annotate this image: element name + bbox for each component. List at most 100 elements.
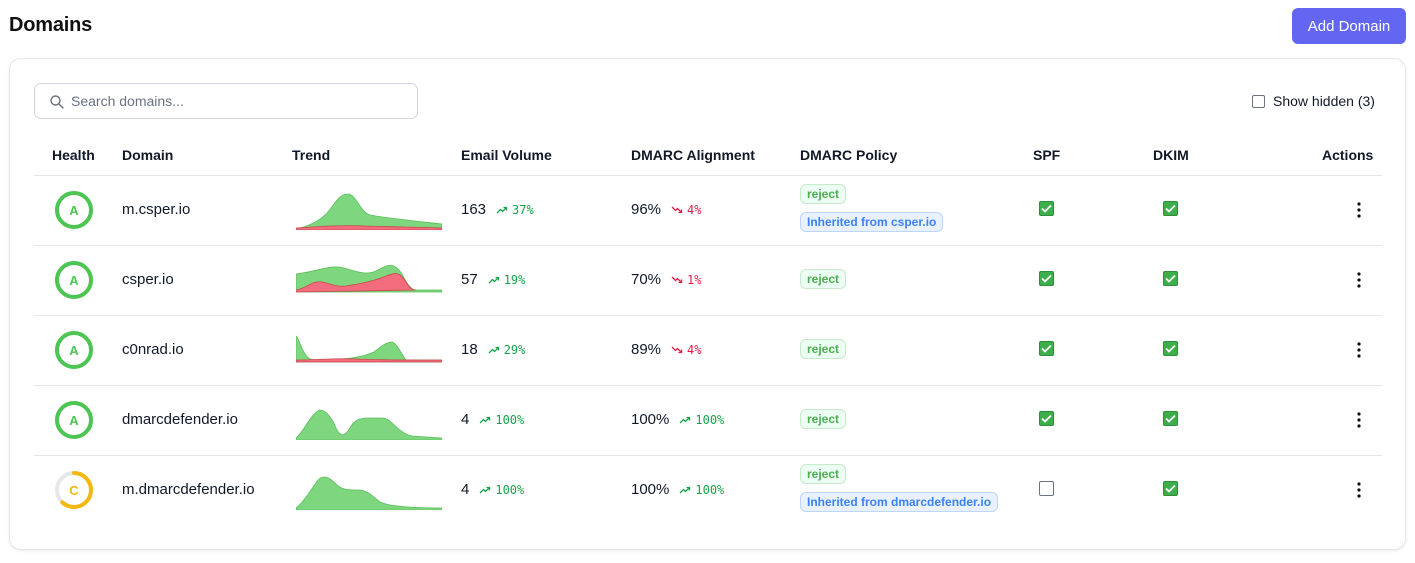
policy-badge: reject bbox=[800, 339, 847, 359]
check-icon[interactable] bbox=[1163, 481, 1178, 496]
table-row[interactable]: A csper.io 57 19% 70% 1% reject bbox=[34, 246, 1382, 316]
kebab-menu-icon[interactable] bbox=[1352, 200, 1366, 220]
check-icon[interactable] bbox=[1039, 271, 1054, 286]
domain-name[interactable]: dmarcdefender.io bbox=[122, 411, 238, 428]
trend-up-icon bbox=[488, 275, 504, 285]
volume-delta: 100% bbox=[479, 413, 524, 427]
alignment-delta-value: 100% bbox=[695, 412, 725, 427]
show-hidden-toggle[interactable]: Show hidden (3) bbox=[1252, 93, 1375, 109]
health-grade: A bbox=[69, 342, 79, 358]
health-grade: C bbox=[69, 482, 79, 498]
dmarc-policy: reject Inherited from csper.io bbox=[800, 184, 944, 232]
domain-name[interactable]: m.csper.io bbox=[122, 201, 191, 218]
alignment-delta: 4% bbox=[671, 203, 701, 217]
dkim-checkbox[interactable] bbox=[1163, 271, 1178, 286]
spf-checkbox[interactable] bbox=[1039, 201, 1054, 216]
alignment-delta: 100% bbox=[679, 483, 724, 497]
email-volume: 163 37% bbox=[461, 201, 534, 218]
show-hidden-checkbox[interactable] bbox=[1252, 94, 1265, 108]
col-health[interactable]: Health bbox=[52, 147, 95, 163]
col-trend[interactable]: Trend bbox=[292, 147, 331, 163]
check-icon[interactable] bbox=[1163, 271, 1178, 286]
volume-delta-value: 37% bbox=[512, 202, 534, 217]
policy-badge: reject bbox=[800, 409, 847, 429]
alignment-delta-value: 100% bbox=[695, 482, 725, 497]
policy-badge: reject bbox=[800, 184, 847, 204]
more-actions-button[interactable] bbox=[1352, 480, 1366, 500]
check-icon[interactable] bbox=[1163, 201, 1178, 216]
col-dkim[interactable]: DKIM bbox=[1153, 147, 1189, 163]
check-icon[interactable] bbox=[1163, 341, 1178, 356]
domains-table: Health Domain Trend Email Volume DMARC A… bbox=[34, 137, 1382, 526]
dmarc-policy: reject bbox=[800, 339, 847, 359]
more-actions-button[interactable] bbox=[1352, 270, 1366, 290]
col-domain[interactable]: Domain bbox=[122, 147, 174, 163]
search-input[interactable] bbox=[71, 84, 411, 118]
health-grade: A bbox=[69, 412, 79, 428]
volume-delta-value: 100% bbox=[495, 482, 525, 497]
trend-up-icon bbox=[679, 415, 695, 425]
dmarc-alignment: 100% 100% bbox=[631, 481, 724, 498]
more-actions-button[interactable] bbox=[1352, 200, 1366, 220]
dkim-checkbox[interactable] bbox=[1163, 411, 1178, 426]
show-hidden-label: Show hidden (3) bbox=[1273, 93, 1375, 109]
check-icon[interactable] bbox=[1039, 411, 1054, 426]
table-body: A m.csper.io 163 37% 96% 4% reject Inher… bbox=[34, 176, 1382, 526]
volume-delta-value: 29% bbox=[503, 342, 526, 357]
domain-name[interactable]: c0nrad.io bbox=[122, 341, 184, 358]
dmarc-alignment: 100% 100% bbox=[631, 411, 724, 428]
empty-checkbox[interactable] bbox=[1039, 481, 1054, 496]
col-dmarc-policy[interactable]: DMARC Policy bbox=[800, 147, 898, 163]
volume-delta-value: 100% bbox=[495, 412, 525, 427]
col-actions: Actions bbox=[1322, 147, 1374, 163]
volume-value: 18 bbox=[461, 341, 478, 358]
alignment-delta-value: 4% bbox=[687, 342, 702, 357]
kebab-menu-icon[interactable] bbox=[1352, 270, 1366, 290]
search-box bbox=[34, 83, 418, 119]
check-icon[interactable] bbox=[1039, 341, 1054, 356]
check-icon[interactable] bbox=[1039, 201, 1054, 216]
table-row[interactable]: A c0nrad.io 18 29% 89% 4% reject bbox=[34, 316, 1382, 386]
table-row[interactable]: A m.csper.io 163 37% 96% 4% reject Inher… bbox=[34, 176, 1382, 246]
dmarc-policy: reject Inherited from dmarcdefender.io bbox=[800, 464, 999, 512]
trend-sparkline bbox=[296, 335, 442, 363]
alignment-value: 100% bbox=[631, 481, 670, 498]
spf-checkbox[interactable] bbox=[1039, 341, 1054, 356]
check-icon[interactable] bbox=[1163, 411, 1178, 426]
trend-sparkline bbox=[296, 193, 442, 230]
inherited-badge: Inherited from dmarcdefender.io bbox=[800, 492, 999, 512]
domain-name[interactable]: m.dmarcdefender.io bbox=[122, 481, 255, 498]
add-domain-button[interactable]: Add Domain bbox=[1292, 8, 1406, 44]
more-actions-button[interactable] bbox=[1352, 340, 1366, 360]
dkim-checkbox[interactable] bbox=[1163, 201, 1178, 216]
kebab-menu-icon[interactable] bbox=[1352, 410, 1366, 430]
spf-checkbox[interactable] bbox=[1039, 271, 1054, 286]
kebab-menu-icon[interactable] bbox=[1352, 480, 1366, 500]
email-volume: 4 100% bbox=[461, 411, 524, 428]
page-title: Domains bbox=[9, 14, 93, 36]
domain-name[interactable]: csper.io bbox=[122, 271, 174, 288]
spf-checkbox[interactable] bbox=[1039, 411, 1054, 426]
table-row[interactable]: A dmarcdefender.io 4 100% 100% 100% reje… bbox=[34, 386, 1382, 456]
health-indicator: A bbox=[54, 400, 94, 440]
spf-checkbox[interactable] bbox=[1039, 481, 1054, 496]
dmarc-policy: reject bbox=[800, 409, 847, 429]
col-spf[interactable]: SPF bbox=[1033, 147, 1061, 163]
health-grade: A bbox=[69, 202, 79, 218]
alignment-value: 100% bbox=[631, 411, 670, 428]
health-indicator: A bbox=[54, 330, 94, 370]
more-actions-button[interactable] bbox=[1352, 410, 1366, 430]
domains-card: Show hidden (3) Health Domain Trend Emai… bbox=[9, 58, 1406, 550]
volume-value: 4 bbox=[461, 411, 470, 428]
kebab-menu-icon[interactable] bbox=[1352, 340, 1366, 360]
col-dmarc-alignment[interactable]: DMARC Alignment bbox=[631, 147, 755, 163]
col-email-volume[interactable]: Email Volume bbox=[461, 147, 552, 163]
table-row[interactable]: C m.dmarcdefender.io 4 100% 100% 100% re… bbox=[34, 456, 1382, 526]
inherited-badge: Inherited from csper.io bbox=[800, 212, 944, 232]
dkim-checkbox[interactable] bbox=[1163, 481, 1178, 496]
trend-down-icon bbox=[671, 205, 687, 215]
table-header: Health Domain Trend Email Volume DMARC A… bbox=[34, 137, 1382, 176]
dkim-checkbox[interactable] bbox=[1163, 341, 1178, 356]
health-indicator: A bbox=[54, 260, 94, 300]
email-volume: 4 100% bbox=[461, 481, 524, 498]
